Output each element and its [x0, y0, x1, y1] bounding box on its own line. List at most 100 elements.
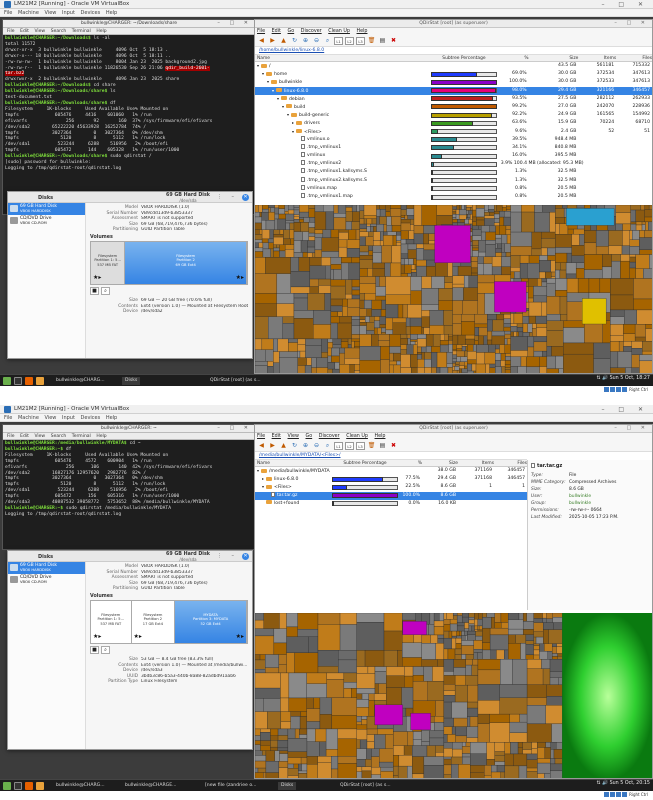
treemap-tile[interactable] [461, 219, 465, 223]
treemap-tile[interactable] [435, 745, 445, 753]
treemap-tile[interactable] [470, 742, 487, 754]
treemap-tile[interactable] [351, 688, 357, 698]
treemap-tile[interactable] [385, 211, 391, 217]
treemap-tile[interactable] [525, 654, 534, 660]
treemap-tile[interactable] [359, 319, 366, 323]
treemap-tile[interactable] [373, 226, 377, 232]
qdir-menu-item[interactable]: Go [305, 434, 313, 439]
treemap-tile[interactable] [372, 252, 382, 264]
expand-arrow-icon[interactable]: ▾ [282, 103, 285, 109]
expand-arrow-icon[interactable]: ▾ [292, 128, 295, 134]
treemap-tile[interactable] [255, 750, 263, 756]
treemap-tile[interactable] [257, 767, 267, 773]
treemap-tile[interactable] [461, 746, 471, 754]
treemap-tile[interactable] [405, 326, 411, 335]
treemap-tile[interactable] [546, 618, 553, 623]
treemap-tile[interactable] [489, 634, 509, 651]
treemap-tile[interactable] [351, 205, 358, 212]
treemap-tile[interactable] [506, 338, 511, 345]
treemap-tile[interactable] [421, 741, 430, 746]
treemap-tile[interactable] [547, 255, 556, 261]
treemap-tile[interactable] [548, 629, 563, 644]
treemap-tile[interactable] [279, 753, 289, 762]
treemap-tile[interactable] [337, 738, 357, 757]
treemap-tile[interactable] [408, 258, 414, 265]
terminal-window-controls[interactable]: – □ ✕ [217, 20, 252, 26]
treemap-tile[interactable] [443, 758, 452, 766]
treemap-tile[interactable] [321, 338, 329, 353]
treemap-tile[interactable] [318, 278, 332, 286]
treemap-tile[interactable] [559, 269, 567, 279]
treemap-tile[interactable] [550, 749, 555, 759]
treemap-tile[interactable] [466, 207, 471, 211]
treemap-tile[interactable] [351, 289, 360, 296]
treemap-tile[interactable] [509, 721, 528, 733]
treemap-tile[interactable] [452, 287, 464, 301]
treemap-tile[interactable] [464, 219, 469, 225]
treemap-tile[interactable] [452, 344, 457, 350]
treemap-tile[interactable] [558, 677, 563, 685]
treemap-tile[interactable] [381, 332, 386, 335]
treemap-tile[interactable] [472, 209, 477, 218]
treemap-tile[interactable] [288, 342, 298, 352]
zoom-reset-icon[interactable]: ⌕ [325, 37, 330, 44]
treemap-tile[interactable] [500, 659, 513, 685]
treemap-tile[interactable] [555, 290, 568, 297]
tree-row[interactable]: ▾/43.5 GB 561181 715332 [255, 62, 652, 70]
expand-arrow-icon[interactable]: ▾ [272, 87, 275, 93]
treemap-tile[interactable] [623, 333, 636, 342]
treemap-tile[interactable] [477, 256, 484, 264]
treemap-tile[interactable] [546, 330, 564, 347]
treemap-tile[interactable] [314, 249, 322, 258]
treemap-tile[interactable] [477, 700, 500, 715]
tree-row[interactable]: ▾/media/bullwinkle/MYDATA 38.0 GB 371169 34… [255, 467, 527, 475]
treemap-tile[interactable] [563, 320, 585, 328]
treemap-tile[interactable] [631, 354, 640, 368]
treemap-tile[interactable] [265, 654, 280, 668]
treemap-tile[interactable] [327, 338, 333, 343]
treemap-tile[interactable] [288, 672, 307, 699]
treemap-tile[interactable] [416, 265, 427, 277]
treemap-tile[interactable] [525, 644, 534, 656]
treemap-tile[interactable] [400, 367, 412, 373]
treemap-tile[interactable] [407, 765, 413, 778]
treemap-tile[interactable] [443, 742, 453, 749]
treemap-tile[interactable] [407, 338, 411, 345]
treemap-tile[interactable] [462, 613, 470, 618]
treemap-tile[interactable] [356, 748, 367, 760]
treemap-tile[interactable] [494, 751, 505, 756]
treemap-tile[interactable] [428, 624, 435, 636]
treemap-tile[interactable] [287, 775, 299, 778]
treemap-tile[interactable] [563, 342, 594, 355]
treemap-tile[interactable] [409, 317, 422, 327]
tree-row[interactable]: lost+found 0.0% 16.0 KB [255, 500, 527, 508]
treemap-tile[interactable] [286, 652, 295, 674]
treemap-tile[interactable] [255, 635, 275, 655]
treemap-tile[interactable] [642, 341, 652, 352]
terminal-window[interactable]: bullwinkle@CHARGER: ~ – □ ✕ File Edit Vi… [2, 424, 256, 550]
treemap-tile[interactable] [317, 756, 332, 763]
treemap-tile[interactable] [290, 257, 300, 272]
treemap-tile[interactable] [342, 298, 348, 307]
treemap-tile[interactable] [262, 205, 269, 210]
treemap-tile[interactable] [423, 327, 430, 335]
treemap-tile[interactable] [301, 763, 308, 772]
treemap-tile[interactable] [527, 297, 534, 303]
treemap-tile[interactable] [289, 222, 295, 230]
treemap-tile[interactable] [368, 250, 374, 256]
treemap-tile[interactable] [293, 297, 308, 311]
treemap-tile[interactable] [286, 613, 298, 628]
treemap-tile[interactable] [284, 211, 289, 215]
treemap-tile[interactable] [318, 285, 332, 294]
treemap-tile[interactable] [639, 230, 645, 238]
treemap-tile[interactable] [368, 693, 375, 701]
treemap-tile[interactable] [555, 234, 572, 248]
treemap-tile[interactable] [452, 217, 457, 220]
treemap-tile[interactable] [270, 740, 278, 748]
col-header-files[interactable]: Files [517, 461, 527, 466]
treemap-tile[interactable] [432, 334, 441, 347]
treemap-tile[interactable] [495, 225, 500, 235]
treemap-tile[interactable] [279, 244, 286, 252]
vbox-menu-item[interactable]: Input [61, 10, 75, 16]
treemap-tile[interactable] [577, 278, 590, 293]
